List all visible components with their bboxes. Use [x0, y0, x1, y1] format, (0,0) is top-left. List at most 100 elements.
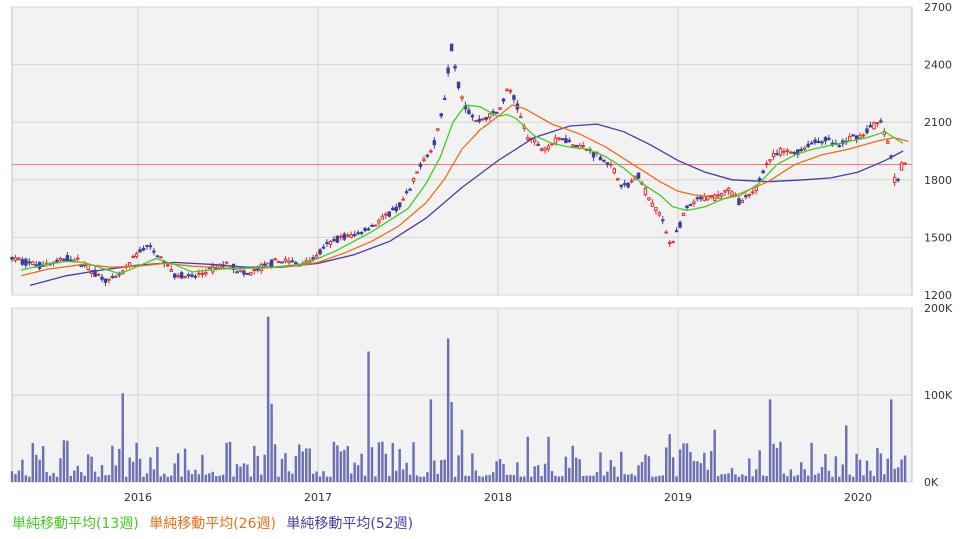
volume-bar	[336, 445, 339, 482]
volume-bar	[505, 474, 509, 482]
price-panel	[11, 6, 913, 296]
volume-bar	[450, 401, 453, 482]
volume-bar	[76, 465, 79, 482]
volume-bar	[308, 448, 311, 482]
candle-body	[847, 135, 852, 142]
volume-bar	[204, 474, 208, 482]
volume-bar	[765, 476, 768, 482]
candle-body	[429, 150, 433, 153]
candle-body	[269, 259, 274, 269]
volume-bar	[903, 455, 907, 482]
x-axis: 2016 2017 2018 2019 2020	[124, 491, 872, 504]
volume-bar	[298, 444, 301, 482]
candle-body	[190, 274, 194, 277]
volume-bar	[879, 453, 883, 482]
year-tick-label: 2017	[304, 491, 332, 504]
candle-body	[806, 143, 810, 148]
volume-bar	[221, 474, 225, 482]
candle-body	[868, 124, 873, 128]
volume-bar	[685, 443, 689, 482]
candle-body	[809, 142, 814, 145]
candle-body	[591, 152, 596, 158]
candle-body	[370, 224, 374, 227]
candle-body	[695, 197, 700, 200]
volume-bar	[710, 450, 713, 482]
volume-bar	[194, 469, 197, 482]
volume-bar	[419, 476, 422, 482]
volume-bar	[665, 447, 668, 482]
volume-bar	[533, 466, 536, 482]
candle-body	[757, 178, 762, 181]
volume-bar	[491, 472, 495, 482]
volume-bar	[658, 475, 661, 482]
candle-body	[453, 65, 457, 69]
candle-body	[131, 255, 135, 259]
volume-bar	[502, 463, 505, 482]
volume-bar	[471, 453, 474, 482]
candle-body	[422, 158, 426, 162]
volume-bar	[256, 455, 259, 482]
candle-body	[377, 220, 381, 224]
candle-body	[875, 122, 880, 125]
volume-bar	[498, 458, 502, 482]
candle-body	[114, 275, 118, 278]
volume-bar	[720, 474, 723, 482]
ma52-line	[29, 123, 904, 287]
candle-body	[294, 262, 298, 265]
volume-bar	[741, 474, 744, 482]
volume-bar	[568, 467, 571, 482]
volume-bar	[228, 441, 232, 482]
ma13-line	[20, 104, 904, 275]
volume-bar	[671, 457, 675, 482]
volume-bar	[626, 474, 630, 482]
volume-bar	[547, 436, 550, 482]
volume-bar	[142, 476, 145, 482]
volume-bar	[426, 472, 429, 482]
volume-bar	[66, 440, 69, 482]
candle-body	[34, 264, 38, 267]
volume-bars	[10, 316, 907, 482]
volume-bar	[384, 453, 388, 482]
candle-body	[858, 134, 862, 139]
candle-body	[401, 198, 405, 201]
candle-body	[688, 204, 693, 207]
volume-bar	[467, 475, 471, 482]
volume-bar	[713, 429, 716, 482]
volume-bar	[654, 476, 658, 482]
volume-bar	[446, 338, 450, 482]
volume-bar	[779, 441, 782, 482]
volume-bar	[782, 473, 786, 482]
volume-bar	[668, 434, 671, 482]
volume-bar	[689, 451, 692, 482]
volume-bar	[163, 473, 166, 482]
candle-body	[519, 116, 523, 119]
volume-bar	[727, 473, 730, 482]
volume-bar	[723, 474, 727, 482]
volume-bar	[114, 465, 118, 482]
volume-bar	[381, 441, 384, 482]
volume-bar	[443, 459, 446, 482]
candle-body	[609, 163, 613, 166]
candle-body	[387, 211, 392, 217]
stock-chart: 2700 2400 2100 1800 1500 1200 200K 100K 0K 2016…	[10, 1, 953, 504]
volume-bar	[24, 475, 28, 482]
volume-bar	[886, 458, 889, 482]
candle-body	[851, 134, 855, 137]
volume-bar	[111, 445, 114, 482]
volume-bar	[370, 447, 374, 482]
volume-bar	[294, 456, 298, 482]
candle-body	[359, 231, 364, 234]
volume-bar	[73, 470, 76, 482]
volume-bar	[239, 466, 242, 482]
volume-bar	[107, 474, 111, 482]
volume-bar	[761, 475, 765, 482]
volume-bar	[883, 474, 886, 482]
candle-body	[141, 247, 146, 251]
candle-body	[235, 271, 239, 274]
candle-body	[325, 242, 329, 245]
candle-body	[671, 241, 675, 244]
volume-bar	[561, 476, 564, 482]
volume-bar	[52, 472, 55, 482]
year-tick-label: 2018	[484, 491, 512, 504]
candle-body	[771, 152, 776, 158]
